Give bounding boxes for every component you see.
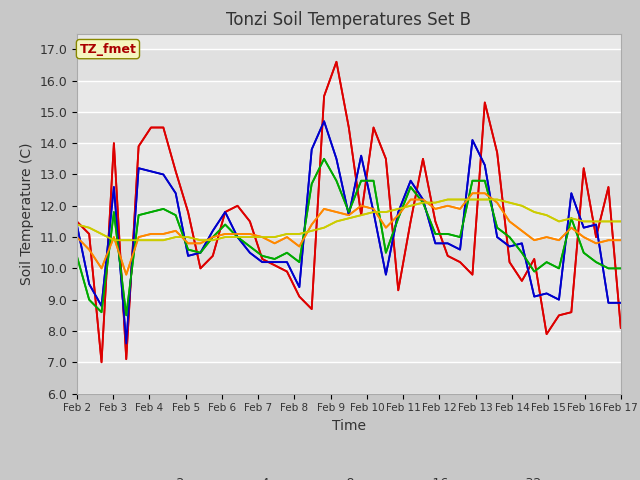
Bar: [77, 300, 621, 331]
Title: Tonzi Soil Temperatures Set B: Tonzi Soil Temperatures Set B: [227, 11, 471, 29]
Bar: [77, 81, 621, 112]
Bar: [77, 206, 621, 237]
X-axis label: Time: Time: [332, 419, 366, 433]
Bar: [77, 49, 621, 81]
Y-axis label: Soil Temperature (C): Soil Temperature (C): [20, 143, 34, 285]
Bar: [77, 143, 621, 174]
Bar: [77, 331, 621, 362]
Legend: -2cm, -4cm, -8cm, -16cm, -32cm: -2cm, -4cm, -8cm, -16cm, -32cm: [132, 472, 566, 480]
Bar: [77, 174, 621, 206]
Bar: [77, 237, 621, 268]
Bar: [77, 268, 621, 300]
Bar: [77, 112, 621, 143]
Bar: [77, 362, 621, 394]
Text: TZ_fmet: TZ_fmet: [79, 43, 136, 56]
